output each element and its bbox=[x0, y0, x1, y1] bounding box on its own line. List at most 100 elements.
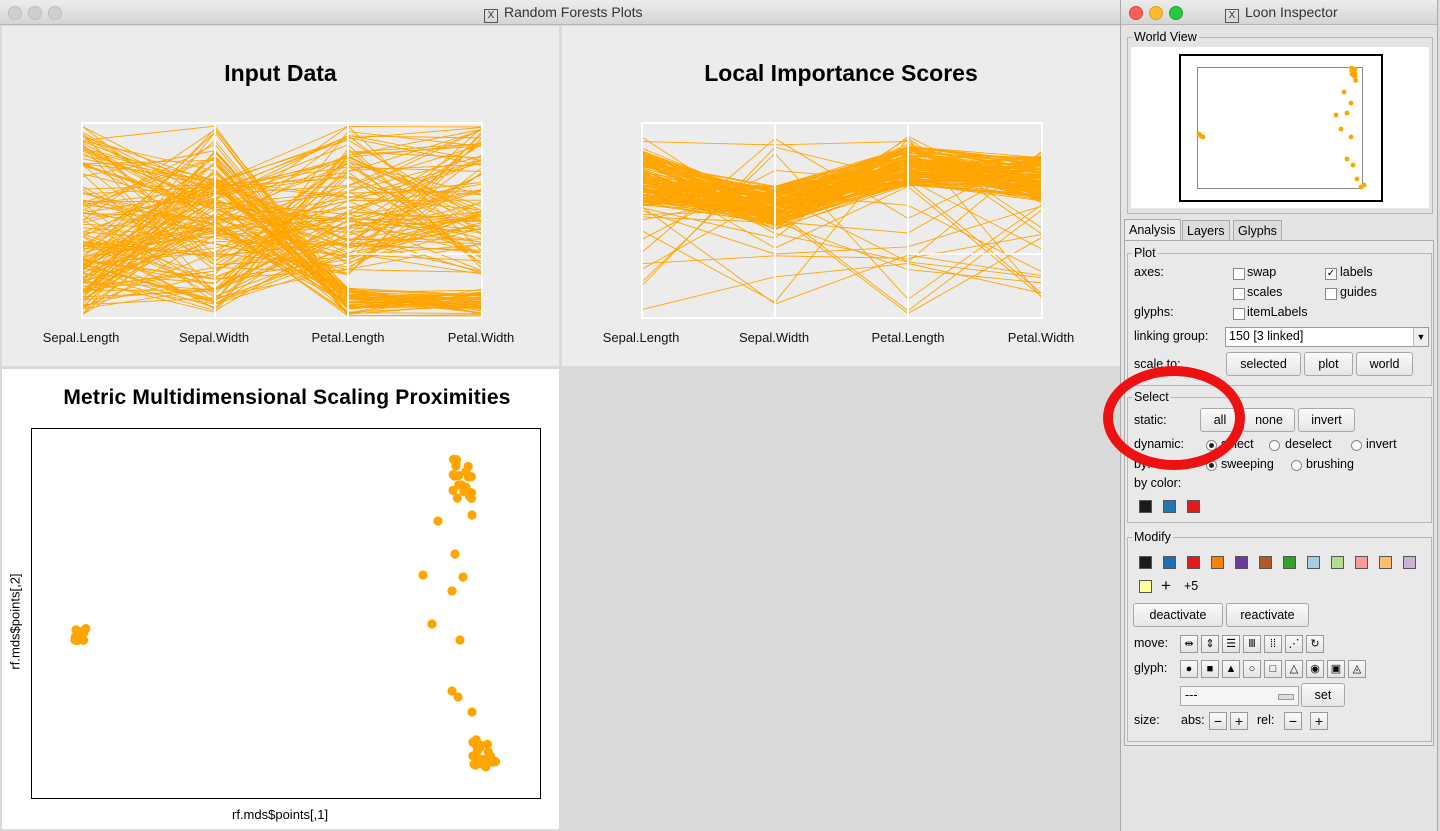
palette-color-swatch[interactable] bbox=[1235, 556, 1248, 569]
palette-color-swatch[interactable] bbox=[1403, 556, 1416, 569]
data-line bbox=[81, 141, 483, 220]
by-color-swatch[interactable] bbox=[1139, 500, 1152, 513]
scale-plot-button[interactable]: plot bbox=[1304, 352, 1353, 376]
mds-plot-frame[interactable] bbox=[31, 428, 541, 799]
itemlabels-checkbox[interactable] bbox=[1233, 308, 1245, 320]
glyph-otriangle-icon[interactable]: △ bbox=[1285, 660, 1303, 678]
world-point bbox=[1348, 100, 1354, 106]
data-line bbox=[81, 217, 483, 267]
palette-color-swatch[interactable] bbox=[1379, 556, 1392, 569]
glyph-square-icon[interactable]: ■ bbox=[1201, 660, 1219, 678]
data-point bbox=[448, 470, 458, 480]
palette-color-swatch[interactable] bbox=[1307, 556, 1320, 569]
data-line bbox=[81, 135, 483, 221]
close-window-button[interactable] bbox=[8, 6, 22, 20]
inspector-close-button[interactable] bbox=[1129, 6, 1143, 20]
data-line bbox=[641, 160, 1043, 279]
size-rel-minus-button[interactable]: − bbox=[1284, 712, 1302, 730]
input-data-parallel-coords[interactable] bbox=[2, 26, 559, 366]
importance-panel[interactable]: Local Importance Scores Sepal.Length Sep… bbox=[562, 26, 1120, 366]
move-align-horizontal-icon[interactable]: ☰ bbox=[1222, 635, 1240, 653]
by-color-swatch[interactable] bbox=[1163, 500, 1176, 513]
palette-color-swatch[interactable] bbox=[1139, 556, 1152, 569]
palette-color-swatch[interactable] bbox=[1355, 556, 1368, 569]
data-point bbox=[451, 461, 461, 471]
scale-selected-button[interactable]: selected bbox=[1226, 352, 1301, 376]
tab-layers[interactable]: Layers bbox=[1182, 220, 1230, 241]
data-line bbox=[81, 163, 483, 211]
tab-analysis[interactable]: Analysis bbox=[1124, 219, 1181, 242]
data-point bbox=[466, 493, 477, 503]
select-none-button[interactable]: none bbox=[1243, 408, 1295, 432]
glyph-ctriangle-icon[interactable]: ◬ bbox=[1348, 660, 1366, 678]
input-data-panel[interactable]: Input Data Sepal.Length Sepal.Width Peta… bbox=[2, 26, 559, 366]
move-align-vertical-icon[interactable]: Ⅲ bbox=[1243, 635, 1261, 653]
data-line bbox=[81, 163, 483, 285]
move-collapse-vertical-icon[interactable]: ⇕ bbox=[1201, 635, 1219, 653]
data-line bbox=[641, 152, 1043, 300]
palette-color-swatch[interactable] bbox=[1283, 556, 1296, 569]
size-abs-minus-button[interactable]: − bbox=[1209, 712, 1227, 730]
move-jitter-icon[interactable]: ⋰ bbox=[1285, 635, 1303, 653]
by-brushing-radio[interactable] bbox=[1291, 460, 1302, 471]
glyph-select-handle-icon[interactable] bbox=[1278, 694, 1294, 700]
tab-glyphs[interactable]: Glyphs bbox=[1233, 220, 1282, 241]
world-point bbox=[1353, 78, 1359, 83]
glyph-ocircle-icon[interactable]: ○ bbox=[1243, 660, 1261, 678]
palette-color-swatch[interactable] bbox=[1211, 556, 1224, 569]
dynamic-invert-radio[interactable] bbox=[1351, 440, 1362, 451]
by-color-swatch[interactable] bbox=[1187, 500, 1200, 513]
inspector-title: X Loon Inspector bbox=[1225, 4, 1338, 23]
chevron-down-icon[interactable]: ▼ bbox=[1413, 328, 1428, 346]
size-rel-plus-button[interactable]: + bbox=[1310, 712, 1328, 730]
dynamic-deselect-radio[interactable] bbox=[1269, 440, 1280, 451]
palette-color-swatch[interactable] bbox=[1163, 556, 1176, 569]
inspector-minimize-button[interactable] bbox=[1149, 6, 1163, 20]
swap-checkbox[interactable] bbox=[1233, 268, 1245, 280]
move-grid-icon[interactable]: ⁞⁞ bbox=[1264, 635, 1282, 653]
plot-group: Plot bbox=[1127, 246, 1432, 386]
move-reset-icon[interactable]: ↻ bbox=[1306, 635, 1324, 653]
palette-color-swatch[interactable] bbox=[1187, 556, 1200, 569]
more-colors-label[interactable]: +5 bbox=[1184, 579, 1199, 593]
data-line bbox=[641, 165, 1043, 207]
select-invert-button[interactable]: invert bbox=[1298, 408, 1355, 432]
glyph-ccircle-icon[interactable]: ◉ bbox=[1306, 660, 1324, 678]
deactivate-button[interactable]: deactivate bbox=[1133, 603, 1223, 627]
mds-panel[interactable]: Metric Multidimensional Scaling Proximit… bbox=[2, 369, 559, 829]
data-line bbox=[641, 168, 1043, 200]
scale-world-button[interactable]: world bbox=[1356, 352, 1413, 376]
palette-color-swatch[interactable] bbox=[1259, 556, 1272, 569]
data-line bbox=[641, 176, 1043, 197]
world-view-canvas[interactable] bbox=[1131, 47, 1429, 208]
minimize-window-button[interactable] bbox=[28, 6, 42, 20]
glyph-select[interactable]: --- bbox=[1180, 686, 1299, 706]
world-point bbox=[1341, 89, 1347, 95]
glyph-csquare-icon[interactable]: ▣ bbox=[1327, 660, 1345, 678]
world-view-plot-region bbox=[1197, 67, 1363, 189]
inspector-zoom-button[interactable] bbox=[1169, 6, 1183, 20]
palette-color-swatch[interactable] bbox=[1139, 580, 1152, 593]
world-view-viewport[interactable] bbox=[1179, 54, 1383, 202]
move-collapse-horizontal-icon[interactable]: ⇹ bbox=[1180, 635, 1198, 653]
glyph-triangle-icon[interactable]: ▲ bbox=[1222, 660, 1240, 678]
glyph-set-button[interactable]: set bbox=[1301, 683, 1345, 707]
size-abs-plus-button[interactable]: + bbox=[1230, 712, 1248, 730]
guides-checkbox[interactable] bbox=[1325, 288, 1337, 300]
custom-color-plus-icon[interactable]: + bbox=[1161, 576, 1171, 595]
palette-color-swatch[interactable] bbox=[1331, 556, 1344, 569]
data-point bbox=[467, 510, 477, 520]
glyph-circle-icon[interactable]: ● bbox=[1180, 660, 1198, 678]
importance-parallel-coords[interactable] bbox=[562, 26, 1120, 366]
labels-checkbox[interactable]: ✓ bbox=[1325, 268, 1337, 280]
reactivate-button[interactable]: reactivate bbox=[1226, 603, 1309, 627]
data-line bbox=[81, 159, 483, 317]
input-axis-label-1: Sepal.Length bbox=[42, 330, 120, 345]
linking-group-select[interactable]: 150 [3 linked] ▼ bbox=[1225, 327, 1429, 347]
scales-checkbox[interactable] bbox=[1233, 288, 1245, 300]
mds-scatter[interactable] bbox=[32, 429, 540, 798]
data-line bbox=[641, 140, 1043, 235]
glyph-osquare-icon[interactable]: □ bbox=[1264, 660, 1282, 678]
zoom-window-button[interactable] bbox=[48, 6, 62, 20]
data-line bbox=[641, 169, 1043, 295]
